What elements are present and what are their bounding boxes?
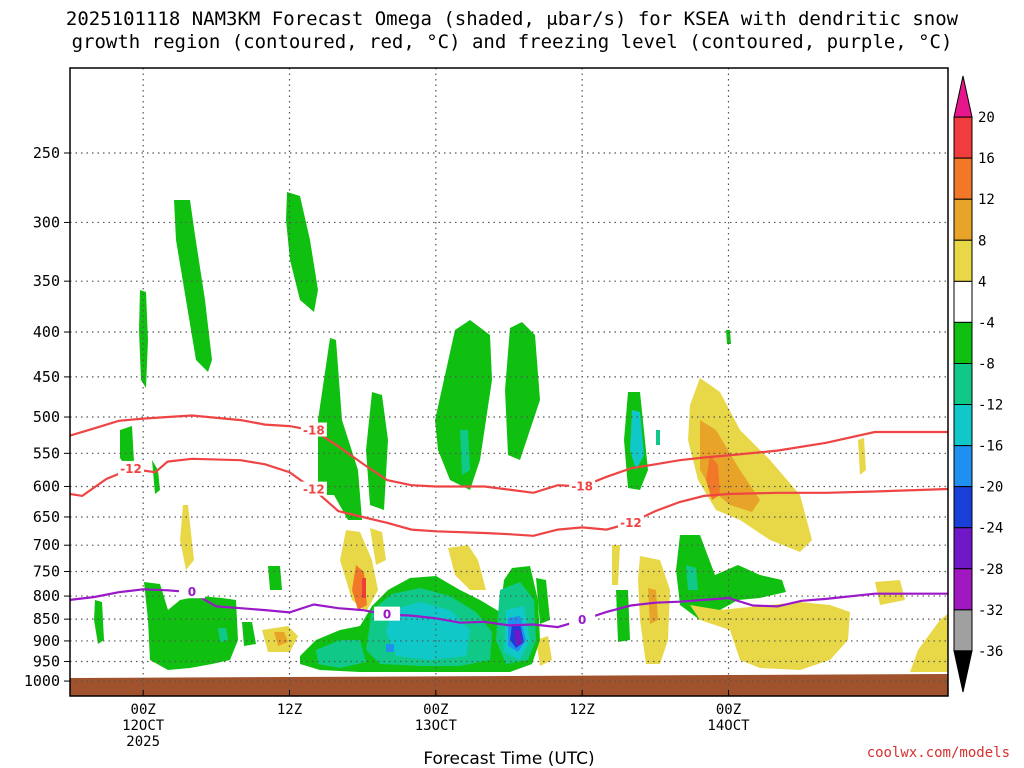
contour-line-0	[70, 414, 948, 494]
y-tick-label-750: 750	[33, 562, 60, 580]
chart-title-line-2: growth region (contoured, red, °C) and f…	[71, 31, 953, 53]
y-tick-label-950: 950	[33, 653, 60, 671]
y-tick-label-450: 450	[33, 368, 60, 386]
plot-frame	[69, 67, 949, 697]
colorbar-label-12: -32	[978, 603, 1003, 619]
colorbar-label-4: 4	[978, 274, 986, 290]
colorbar-swatch-3	[953, 198, 973, 241]
y-tick-label-650: 650	[33, 508, 60, 526]
y-tick-label-550: 550	[33, 444, 60, 462]
contour-line-1	[70, 457, 948, 537]
x-axis-title: Forecast Time (UTC)	[423, 749, 594, 768]
colorbar-swatch-0	[953, 75, 973, 118]
x-tick-label-4-1: 00Z	[716, 702, 741, 718]
credit-text: coolwx.com/models	[867, 745, 1010, 761]
x-tick-label-1-1: 12Z	[277, 702, 302, 718]
colorbar-swatch-11	[953, 527, 973, 570]
colorbar-label-9: -20	[978, 480, 1003, 496]
contour-label-1-0: -12	[120, 462, 142, 476]
colorbar-label-5: -4	[978, 315, 995, 331]
y-tick-label-1000: 1000	[24, 672, 60, 690]
x-tick-label-0-2: 12OCT	[122, 718, 165, 734]
y-tick-label-850: 850	[33, 610, 60, 628]
contour-label-bg-2-0	[178, 584, 205, 599]
y-tick-label-400: 400	[33, 323, 60, 341]
y-tick-label-300: 300	[33, 213, 60, 231]
colorbar-label-0: 20	[978, 110, 995, 126]
contour-label-bg-0-1	[569, 478, 596, 493]
colorbar-label-11: -28	[978, 562, 1003, 578]
colorbar-swatch-6	[953, 321, 973, 364]
contour-line-2	[70, 588, 948, 629]
x-tick-label-0-1: 00Z	[131, 702, 156, 718]
colorbar-swatch-12	[953, 568, 973, 611]
colorbar-swatch-1	[953, 116, 973, 159]
x-tick-label-2-2: 13OCT	[415, 718, 458, 734]
contour-label-bg-2-2	[569, 612, 596, 627]
contour-labels: -18 -18 -12 -12 -12 0 0 0	[117, 422, 644, 627]
x-tick-label-4-2: 14OCT	[707, 718, 750, 734]
colorbar-swatch-8	[953, 404, 973, 447]
colorbar-swatch-5	[953, 280, 973, 323]
y-tick-label-900: 900	[33, 632, 60, 650]
colorbar-swatch-13	[953, 609, 973, 652]
chart-title-line-1: 2025101118 NAM3KM Forecast Omega (shaded…	[65, 8, 959, 30]
contour-label-bg-1-2	[617, 514, 644, 529]
colorbar-label-2: 12	[978, 192, 995, 208]
x-tick-label-2-1: 00Z	[423, 702, 448, 718]
colorbar-label-1: 16	[978, 151, 995, 167]
colorbar-label-8: -16	[978, 439, 1003, 455]
colorbar-swatch-7	[953, 362, 973, 406]
y-tick-label-500: 500	[33, 408, 60, 426]
colorbar-swatch-10	[953, 486, 973, 529]
contour-label-2-2: 0	[578, 613, 586, 627]
contour-label-2-1: 0	[383, 608, 391, 622]
x-tick-label-3-1: 12Z	[570, 702, 595, 718]
contour-label-bg-1-1	[300, 481, 327, 496]
contour-label-bg-2-1	[374, 606, 401, 621]
colorbar-label-10: -24	[978, 521, 1003, 537]
colorbar-label-7: -12	[978, 398, 1003, 414]
contour-label-1-1: -12	[303, 483, 325, 497]
colorbar-label-6: -8	[978, 356, 995, 372]
pressure-gridlines	[70, 152, 948, 682]
colorbar-swatch-4	[953, 239, 973, 282]
contour-label-bg-0-0	[300, 422, 327, 437]
y-tick-label-350: 350	[33, 272, 60, 290]
y-tick-label-250: 250	[33, 144, 60, 162]
contour-label-2-0: 0	[188, 585, 196, 599]
colorbar-swatch-14	[953, 650, 973, 693]
y-tick-label-700: 700	[33, 536, 60, 554]
colorbar-swatch-2	[953, 157, 973, 200]
colorbar-label-3: 8	[978, 233, 986, 249]
time-gridlines	[142, 68, 730, 696]
colorbar-swatch-9	[953, 445, 973, 488]
colorbar-label-13: -36	[978, 644, 1003, 660]
contour-lines	[70, 414, 948, 629]
contour-label-1-2: -12	[620, 516, 642, 530]
contour-label-bg-1-0	[117, 460, 144, 475]
x-tick-label-0-3: 2025	[126, 734, 160, 750]
pressure-axis-labels: 250 300 350 400 450 500 550 600 650 700 750 800 850 9…	[24, 144, 70, 690]
contour-label-0-0: -18	[303, 424, 325, 438]
contour-label-0-1: -18	[571, 479, 593, 493]
y-tick-label-800: 800	[33, 587, 60, 605]
y-tick-label-600: 600	[33, 477, 60, 495]
omega-colorbar: 20 16 12 8 4 -4 -8 -12 -16 -20 -24 -28 -32 -36	[953, 75, 1003, 693]
